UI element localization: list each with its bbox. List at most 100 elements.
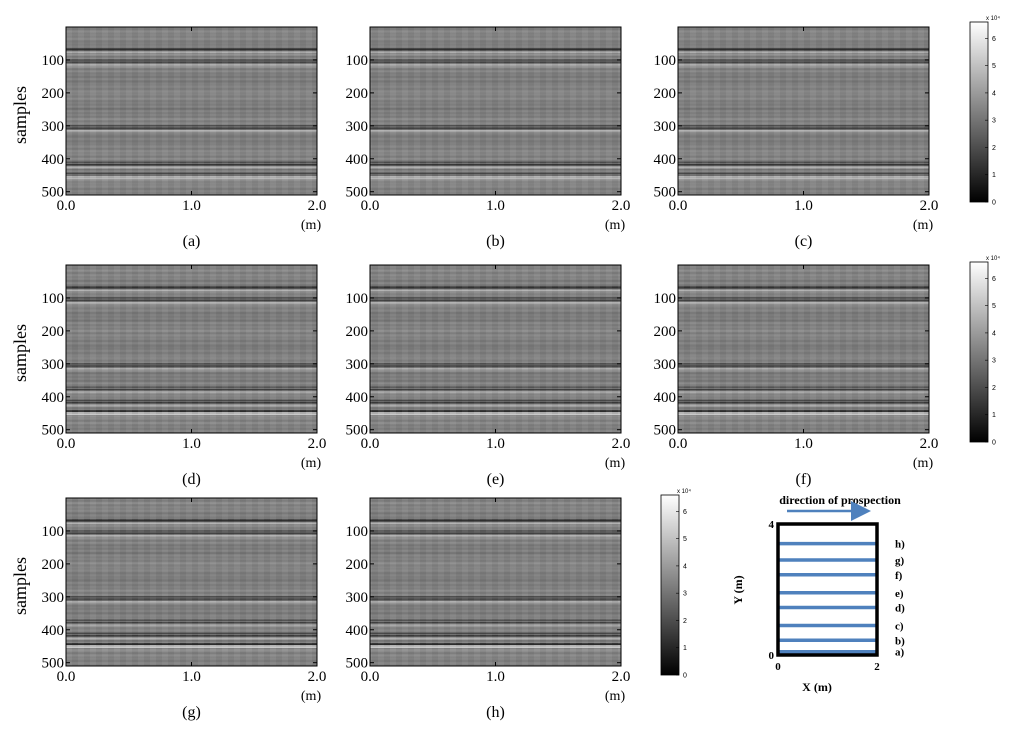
colorbar-scale <box>969 261 989 443</box>
colorbar-tick-label: 1 <box>992 172 996 179</box>
inset-y-tick: 4 <box>769 519 775 531</box>
survey-area-border <box>776 522 879 657</box>
colorbar-tick-label: 3 <box>683 591 687 598</box>
y-tick-label: 400 <box>654 152 677 168</box>
colorbar-tick-label: 1 <box>992 412 996 419</box>
x-tick-label: 2.0 <box>308 436 327 452</box>
y-tick-label: 100 <box>42 524 65 540</box>
y-tick-label: 300 <box>42 357 65 373</box>
colorbar-exponent: x 10⁴ <box>677 488 691 495</box>
profile-label: g) <box>895 555 905 567</box>
profile-label: b) <box>895 635 905 647</box>
profile-label: c) <box>895 621 904 633</box>
colorbar: x 10⁴ 0 1 2 3 4 5 6 <box>969 255 1000 447</box>
x-unit-label: (m) <box>605 689 626 704</box>
x-unit-label: (m) <box>913 218 934 233</box>
radargram-texture <box>370 27 621 195</box>
y-tick-label: 500 <box>42 656 65 672</box>
profile-label: a) <box>895 647 905 659</box>
colorbar-tick-label: 5 <box>683 536 687 543</box>
inset-x-tick: 0 <box>775 661 781 673</box>
radargram-texture <box>370 265 621 433</box>
colorbar: x 10⁴ 0 1 2 3 4 5 6 <box>660 488 691 680</box>
profile-label: h) <box>895 539 905 551</box>
y-tick-label: 200 <box>42 324 65 340</box>
inset-y-tick: 0 <box>769 650 775 662</box>
colorbar-scale <box>969 21 989 203</box>
radargram-texture <box>678 27 929 195</box>
y-tick-label: 200 <box>42 86 65 102</box>
y-tick-label: 300 <box>654 119 677 135</box>
x-tick-label: 1.0 <box>486 436 505 452</box>
y-tick-label: 500 <box>346 185 369 201</box>
y-tick-label: 500 <box>42 185 65 201</box>
profile-label: e) <box>895 588 904 600</box>
x-tick-label: 2.0 <box>612 198 631 214</box>
x-tick-label: 2.0 <box>920 198 939 214</box>
y-tick-label: 500 <box>654 185 677 201</box>
radargram-texture <box>370 498 621 666</box>
colorbar-tick-label: 0 <box>992 200 996 207</box>
x-tick-label: 1.0 <box>794 436 813 452</box>
inset-x-tick: 2 <box>874 661 880 673</box>
radargram-texture <box>66 27 317 195</box>
panel-caption: (f) <box>796 471 812 488</box>
y-tick-label: 400 <box>42 623 65 639</box>
y-axis-label: samples <box>10 86 30 144</box>
x-tick-label: 1.0 <box>794 198 813 214</box>
x-unit-label: (m) <box>605 456 626 471</box>
y-tick-label: 300 <box>346 357 369 373</box>
colorbar-tick-label: 4 <box>683 563 687 570</box>
profile-label: d) <box>895 603 905 615</box>
panel-caption: (a) <box>183 233 201 250</box>
colorbar-tick-label: 2 <box>992 385 996 392</box>
colorbars: x 10⁴ 0 1 2 3 4 5 6 x 10⁴ 0 1 2 3 4 5 6 x 10⁴ 0 1 2 3 4 5 6 <box>660 15 1000 680</box>
x-tick-label: 2.0 <box>308 198 327 214</box>
colorbar-tick-label: 2 <box>683 618 687 625</box>
colorbar-exponent: x 10⁴ <box>986 255 1000 262</box>
colorbar-tick-label: 4 <box>992 90 996 97</box>
colorbar-tick-label: 4 <box>992 330 996 337</box>
y-tick-label: 100 <box>42 53 65 69</box>
x-tick-label: 0.0 <box>361 669 380 685</box>
x-tick-label: 0.0 <box>669 436 688 452</box>
y-tick-label: 400 <box>42 152 65 168</box>
x-tick-label: 0.0 <box>361 198 380 214</box>
panel-caption: (h) <box>486 704 505 721</box>
radargram-texture <box>678 265 929 433</box>
y-tick-label: 400 <box>654 390 677 406</box>
panel-caption: (g) <box>182 704 201 721</box>
colorbar: x 10⁴ 0 1 2 3 4 5 6 <box>969 15 1000 207</box>
colorbar-exponent: x 10⁴ <box>986 15 1000 22</box>
x-tick-label: 1.0 <box>486 198 505 214</box>
survey-layout-inset: direction of prospection a)b) c) d) e) f) g) h… <box>731 493 905 694</box>
x-tick-label: 0.0 <box>57 198 76 214</box>
y-tick-label: 300 <box>42 590 65 606</box>
colorbar-tick-label: 6 <box>992 36 996 43</box>
colorbar-tick-label: 0 <box>992 440 996 447</box>
x-tick-label: 1.0 <box>182 669 201 685</box>
y-tick-label: 500 <box>346 423 369 439</box>
y-tick-label: 100 <box>346 53 369 69</box>
x-tick-label: 1.0 <box>182 436 201 452</box>
colorbar-tick-label: 3 <box>992 358 996 365</box>
x-unit-label: (m) <box>301 456 322 471</box>
x-tick-label: 0.0 <box>361 436 380 452</box>
y-tick-label: 400 <box>346 390 369 406</box>
y-tick-label: 100 <box>654 53 677 69</box>
colorbar-tick-label: 6 <box>683 509 687 516</box>
inset-xlabel: X (m) <box>802 680 832 694</box>
y-tick-label: 400 <box>346 152 369 168</box>
x-tick-label: 0.0 <box>669 198 688 214</box>
y-axis-label: samples <box>10 557 30 615</box>
y-tick-label: 200 <box>654 324 677 340</box>
x-tick-label: 2.0 <box>612 669 631 685</box>
y-tick-label: 200 <box>346 557 369 573</box>
colorbar-scale <box>660 494 680 676</box>
